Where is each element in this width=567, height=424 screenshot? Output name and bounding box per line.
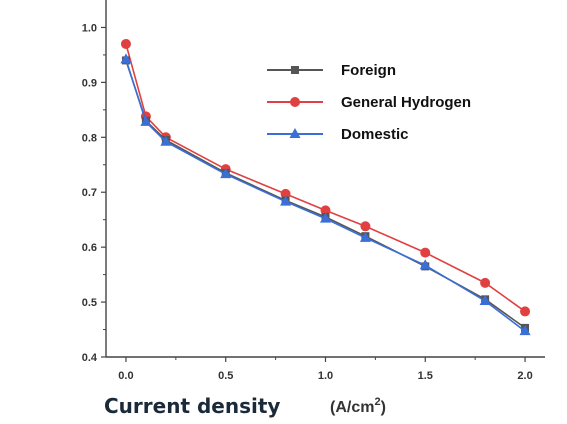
y-tick-label: 0.8 bbox=[82, 132, 97, 144]
data-point-triangle bbox=[519, 325, 531, 336]
data-point-triangle bbox=[120, 53, 132, 64]
data-point-triangle bbox=[160, 135, 172, 146]
legend-item: Domestic bbox=[267, 126, 409, 143]
y-tick-label: 0.9 bbox=[82, 77, 97, 89]
data-point-triangle bbox=[140, 115, 152, 126]
x-axis-unit-text: (A/cm bbox=[330, 399, 374, 416]
data-point-triangle bbox=[320, 212, 331, 223]
data-point-triangle bbox=[220, 168, 232, 179]
data-point-triangle bbox=[289, 128, 301, 138]
data-point-triangle bbox=[419, 259, 431, 270]
x-tick-label: 1.0 bbox=[318, 370, 333, 382]
legend-label: Domestic bbox=[341, 126, 409, 143]
x-tick-label: 0.0 bbox=[118, 370, 133, 382]
x-tick-label: 2.0 bbox=[517, 370, 532, 382]
y-tick-label: 0.7 bbox=[82, 187, 97, 199]
x-axis-label: Current density bbox=[104, 394, 280, 418]
data-point-circle bbox=[520, 306, 531, 317]
legend-item: Foreign bbox=[267, 62, 396, 79]
axes: 0.4 0.5 0.6 0.7 0.8 0.9 1.0 0.0 0.5 1.0 1.5 2.0 bbox=[82, 0, 545, 382]
legend-label: Foreign bbox=[341, 62, 396, 79]
data-point-triangle bbox=[359, 231, 371, 242]
data-point-circle bbox=[120, 38, 131, 49]
y-tick-label: 1.0 bbox=[82, 22, 97, 34]
y-tick-label: 0.6 bbox=[82, 242, 97, 254]
data-point-square bbox=[291, 66, 299, 74]
series-line bbox=[125, 43, 526, 313]
data-point-circle bbox=[320, 205, 331, 216]
data-point-triangle bbox=[479, 294, 491, 305]
legend-label: General Hydrogen bbox=[341, 94, 471, 111]
data-point-circle bbox=[290, 97, 300, 107]
data-point-circle bbox=[480, 277, 491, 288]
series-general-hydrogen bbox=[120, 38, 531, 317]
x-tick-label: 0.5 bbox=[218, 370, 233, 382]
data-point-triangle bbox=[280, 195, 292, 206]
data-point-circle bbox=[420, 247, 431, 258]
x-tick-label: 1.5 bbox=[418, 370, 433, 382]
series-domestic bbox=[120, 53, 531, 336]
x-axis-unit-close: ) bbox=[381, 399, 386, 416]
data-point-circle bbox=[280, 188, 291, 199]
y-tick-label: 0.4 bbox=[82, 352, 98, 364]
series-layer bbox=[120, 38, 531, 336]
legend: Foreign General Hydrogen Domestic bbox=[267, 62, 471, 143]
x-axis-unit-label: (A/cm2) bbox=[330, 396, 386, 416]
legend-item: General Hydrogen bbox=[267, 94, 471, 111]
data-point-circle bbox=[360, 221, 371, 232]
series-line bbox=[125, 59, 526, 332]
y-tick-label: 0.5 bbox=[82, 297, 97, 309]
x-axis-unit-superscript: 2 bbox=[374, 396, 380, 408]
